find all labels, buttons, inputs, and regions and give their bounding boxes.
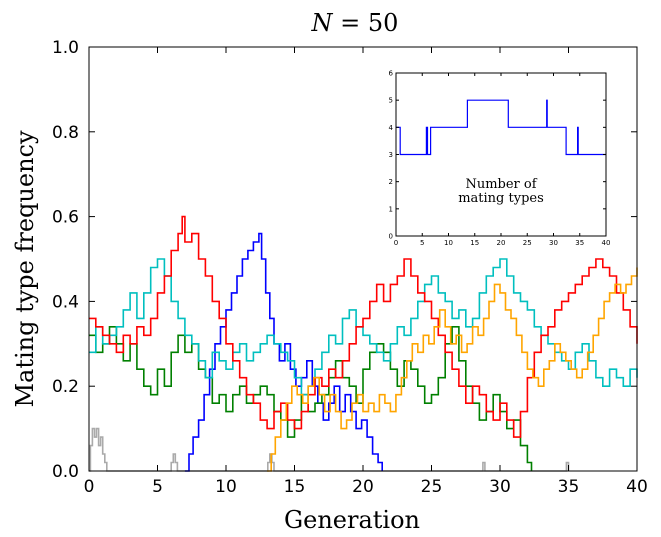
main-series-1-line	[184, 232, 383, 472]
main-plot-series	[89, 215, 638, 472]
main-y-tick-label: 0.6	[52, 208, 79, 228]
main-x-tick-label: 0	[84, 477, 95, 497]
main-x-tick-label: 15	[284, 477, 306, 497]
inset-x-tick-label: 25	[523, 239, 532, 247]
main-y-tick-label: 1.0	[52, 38, 79, 58]
inset-annotation-line-2: mating types	[458, 191, 544, 206]
main-series-2-line	[89, 326, 533, 471]
main-y-tick-label: 0.4	[52, 292, 79, 312]
inset-x-tick-label: 10	[444, 239, 453, 247]
inset-y-tick-label: 4	[389, 124, 394, 132]
inset-y-tick-label: 0	[389, 232, 393, 240]
inset-y-tick-label: 1	[389, 205, 393, 213]
y-axis-label: Mating type frequency	[11, 130, 39, 408]
inset-plot-ticks: 0 5 10 15 20 25 30 35 40 0 1 2 3 4 5 6	[389, 69, 611, 247]
main-series-3-line	[89, 258, 638, 396]
main-x-tick-label: 30	[489, 477, 511, 497]
inset-y-tick-label: 5	[389, 97, 393, 105]
chart-title-value: = 50	[333, 9, 399, 37]
x-axis-label: Generation	[284, 506, 420, 533]
main-plot-ticks: 0 5 10 15 20 25 30 35 400.00.20.40.60.81.0	[52, 38, 648, 497]
inset-series-0-line	[396, 99, 606, 156]
main-y-tick-label: 0.8	[52, 123, 79, 143]
main-x-tick-label: 5	[152, 477, 163, 497]
inset-annotation-line-1: Number of	[465, 177, 537, 192]
main-series-0-line	[89, 427, 570, 472]
main-y-tick-label: 0.2	[52, 377, 79, 397]
inset-plot-series	[396, 99, 606, 156]
inset-x-tick-label: 15	[470, 239, 479, 247]
main-x-tick-label: 25	[421, 477, 443, 497]
inset-x-tick-label: 0	[394, 239, 398, 247]
main-x-tick-label: 35	[558, 477, 580, 497]
chart-title: N = 50	[311, 9, 399, 37]
main-x-tick-label: 40	[626, 477, 648, 497]
svg-text:N = 50: N = 50	[311, 9, 399, 37]
inset-x-tick-label: 30	[549, 239, 558, 247]
main-x-tick-label: 20	[352, 477, 374, 497]
main-series-4-line	[89, 215, 638, 438]
main-x-tick-label: 10	[215, 477, 237, 497]
inset-x-tick-label: 35	[575, 239, 584, 247]
inset-x-tick-label: 5	[420, 239, 424, 247]
inset-plot: 0 5 10 15 20 25 30 35 40 0 1 2 3 4 5 6 Number of mating…	[389, 69, 611, 247]
main-y-tick-label: 0.0	[52, 462, 79, 482]
inset-x-tick-label: 40	[602, 239, 611, 247]
inset-y-tick-label: 6	[389, 69, 394, 77]
inset-y-tick-label: 3	[389, 151, 393, 159]
inset-x-tick-label: 20	[497, 239, 506, 247]
inset-y-tick-label: 2	[389, 178, 393, 186]
chart-title-variable: N	[311, 9, 334, 37]
main-series-5-line	[267, 267, 638, 472]
